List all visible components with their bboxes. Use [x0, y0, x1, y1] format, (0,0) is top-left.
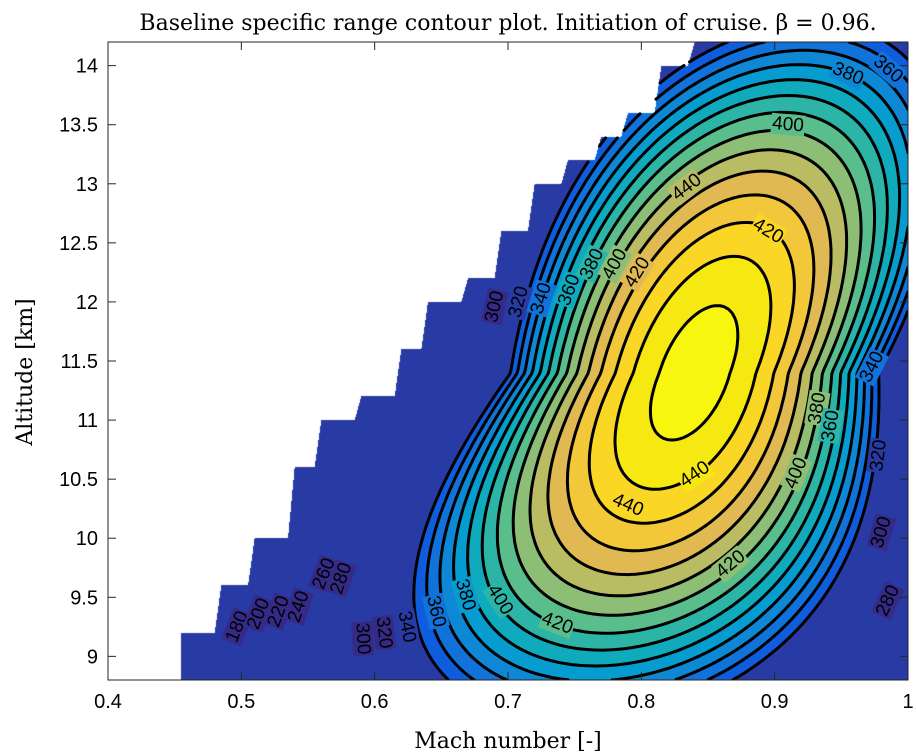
y-tick-label: 10 [76, 528, 98, 550]
y-tick-label: 9.5 [70, 587, 98, 609]
y-axis-label: Altitude [km] [13, 298, 38, 446]
x-axis-label: Mach number [-] [414, 729, 602, 754]
contour-label: 300 [351, 621, 374, 656]
chart-title: Baseline specific range contour plot. In… [139, 11, 876, 36]
x-tick-label: 1 [902, 691, 913, 713]
y-tick-label: 12 [76, 292, 98, 314]
y-tick-label: 12.5 [59, 233, 98, 255]
x-tick-label: 0.9 [761, 691, 789, 713]
x-tick-label: 0.7 [494, 691, 522, 713]
x-tick-label: 0.4 [94, 691, 122, 713]
contour-label-text: 400 [771, 113, 804, 137]
x-tick-label: 0.8 [627, 691, 655, 713]
contour-label-text: 300 [351, 622, 374, 655]
y-tick-label: 13.5 [59, 115, 98, 137]
y-tick-label: 14 [76, 56, 98, 78]
x-tick-label: 0.5 [227, 691, 255, 713]
contour-label-text: 320 [866, 439, 891, 473]
y-tick-label: 9 [87, 646, 98, 668]
contour-label: 400 [770, 113, 805, 137]
y-tick-label: 11 [77, 410, 98, 432]
y-tick-label: 13 [76, 174, 98, 196]
contour-label-text: 320 [372, 616, 397, 650]
y-tick-label: 11.5 [61, 351, 98, 373]
y-tick-label: 10.5 [59, 469, 98, 491]
contour-label: 320 [372, 615, 397, 651]
contour-label: 320 [866, 438, 891, 474]
x-tick-label: 0.6 [361, 691, 389, 713]
